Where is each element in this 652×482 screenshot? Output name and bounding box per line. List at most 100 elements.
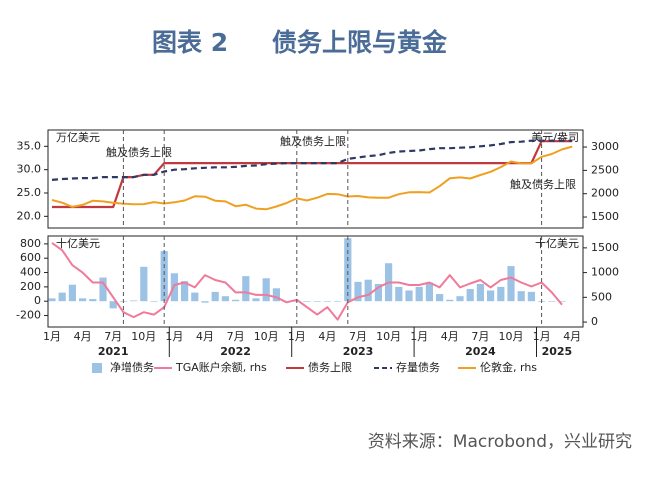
- bar: [436, 294, 444, 302]
- bar: [374, 284, 382, 302]
- y-tick-label: 400: [20, 266, 41, 279]
- y-tick-label: 200: [20, 280, 41, 293]
- annotation: 触及债务上限: [106, 145, 172, 159]
- bar: [79, 298, 87, 302]
- x-tick-label: 7月: [104, 330, 122, 343]
- x-tick-label: 1月: [43, 330, 61, 343]
- bar: [130, 300, 138, 302]
- y2-tick-label: 1500: [591, 241, 619, 254]
- bar: [476, 284, 484, 302]
- bar: [232, 299, 240, 302]
- legend-label: 存量债务: [396, 360, 440, 374]
- x-tick-label: 10月: [254, 330, 279, 343]
- x-tick-label: 10月: [376, 330, 401, 343]
- year-label: 2024: [465, 345, 496, 358]
- y2-tick-label: 1000: [591, 266, 619, 279]
- y-tick-label: 800: [20, 237, 41, 250]
- x-tick-label: 4月: [318, 330, 336, 343]
- legend-label: 债务上限: [308, 360, 352, 374]
- bar: [456, 296, 464, 302]
- y2-tick-label: 2000: [591, 187, 619, 200]
- y-tick-label: 600: [20, 251, 41, 264]
- annotation: 触及债务上限: [510, 177, 576, 191]
- y2-tick-label: 1500: [591, 210, 619, 223]
- bar: [181, 281, 189, 302]
- y-tick-label: 20.0: [17, 209, 42, 222]
- bar: [150, 301, 158, 302]
- legend-label: TGA账户余额, rhs: [175, 360, 267, 374]
- x-tick-label: 10月: [499, 330, 524, 343]
- bar: [323, 301, 331, 302]
- bar: [68, 284, 76, 302]
- bar: [507, 266, 515, 302]
- bar: [548, 301, 556, 302]
- bar: [89, 299, 97, 302]
- x-tick-label: 1月: [533, 330, 551, 343]
- bar: [354, 281, 362, 302]
- chart-title: 图表 2: [152, 28, 228, 57]
- y2-tick-label: 500: [591, 290, 612, 303]
- year-label: 2023: [343, 345, 374, 358]
- bar: [415, 286, 423, 302]
- bar: [395, 286, 403, 302]
- x-tick-label: 1月: [288, 330, 306, 343]
- bar: [221, 296, 229, 302]
- bar: [201, 301, 209, 303]
- y-unit: 十亿美元: [56, 236, 100, 250]
- bar: [517, 291, 525, 302]
- y-tick-label: 25.0: [17, 186, 42, 199]
- legend-label: 净增债务: [110, 360, 154, 374]
- bar: [160, 251, 168, 302]
- y-tick-label: -200: [16, 309, 41, 322]
- annotation: 触及债务上限: [280, 134, 346, 148]
- bar: [527, 291, 535, 302]
- line-series: [51, 242, 563, 321]
- bar: [109, 301, 117, 309]
- y-unit: 万亿美元: [56, 131, 100, 144]
- year-label: 2022: [220, 345, 251, 358]
- bar: [364, 279, 372, 302]
- line-series: [51, 139, 573, 181]
- x-tick-label: 7月: [471, 330, 489, 343]
- bar: [262, 278, 270, 302]
- x-tick-label: 1月: [410, 330, 428, 343]
- year-label: 2025: [542, 345, 573, 358]
- bar: [446, 299, 454, 302]
- bar: [99, 277, 107, 302]
- bar: [425, 282, 433, 302]
- x-tick-label: 4月: [563, 330, 581, 343]
- source: 资料来源：Macrobond，兴业研究: [368, 432, 632, 452]
- bar: [497, 286, 505, 302]
- chart-subtitle: 债务上限与黄金: [272, 28, 448, 57]
- bar: [58, 292, 66, 302]
- bar: [344, 238, 352, 302]
- bar: [487, 290, 495, 302]
- year-label: 2021: [98, 345, 129, 358]
- line-series: [51, 145, 573, 211]
- bar: [466, 289, 474, 302]
- plot-frame: [47, 129, 584, 229]
- bar: [334, 301, 342, 302]
- bar: [48, 298, 56, 302]
- bar: [252, 298, 260, 302]
- x-tick-label: 7月: [349, 330, 367, 343]
- bar: [558, 301, 566, 302]
- y2-unit: 十亿美元: [535, 236, 579, 250]
- y-tick-label: 35.0: [17, 139, 42, 152]
- plot-frame: [47, 235, 584, 328]
- y-tick-label: 0: [34, 294, 41, 307]
- x-tick-label: 4月: [441, 330, 459, 343]
- bar: [313, 301, 321, 302]
- bar: [272, 288, 280, 302]
- bar: [405, 290, 413, 302]
- legend-label: 伦敦金, rhs: [480, 360, 537, 374]
- x-tick-label: 4月: [196, 330, 214, 343]
- x-tick-label: 7月: [227, 330, 245, 343]
- legend-swatch: [92, 363, 102, 373]
- x-tick-label: 1月: [165, 330, 183, 343]
- x-tick-label: 10月: [131, 330, 156, 343]
- bar: [211, 291, 219, 302]
- bar: [303, 301, 311, 302]
- y2-tick-label: 2500: [591, 163, 619, 176]
